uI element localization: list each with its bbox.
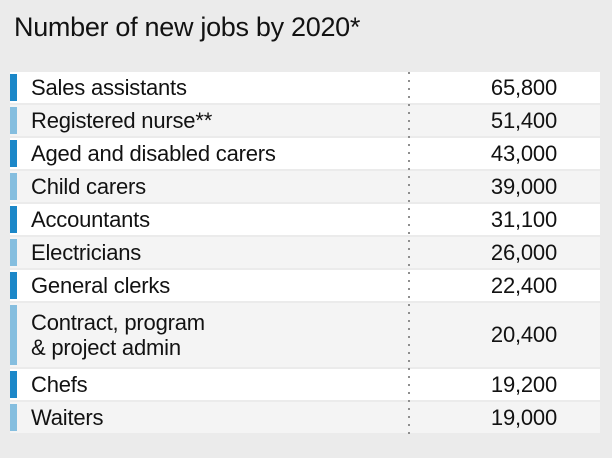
table-row: Sales assistants 65,800 (10, 72, 600, 103)
job-value: 20,400 (490, 322, 557, 347)
table-row: General clerks 22,400 (10, 270, 600, 301)
job-label: Aged and disabled carers (31, 140, 276, 166)
table-row: Aged and disabled carers 43,000 (10, 138, 600, 169)
row-marker-light (10, 173, 17, 200)
row-marker-dark (10, 206, 17, 233)
jobs-table: Sales assistants 65,800 Registered nurse… (10, 72, 600, 435)
job-value: 22,400 (490, 272, 557, 298)
row-marker-dark (10, 272, 17, 299)
job-label: Waiters (31, 404, 104, 430)
row-marker-dark (10, 140, 17, 167)
job-label: Registered nurse** (31, 107, 213, 133)
job-value: 19,200 (490, 371, 557, 397)
table-row: Registered nurse** 51,400 (10, 105, 600, 136)
job-value: 51,400 (490, 107, 557, 133)
job-value: 65,800 (490, 74, 557, 100)
table-row: Waiters 19,000 (10, 402, 600, 433)
row-marker-light (10, 239, 17, 266)
table-row: Child carers 39,000 (10, 171, 600, 202)
job-label: Sales assistants (31, 74, 187, 100)
job-label: General clerks (31, 272, 171, 298)
job-value: 26,000 (490, 239, 557, 265)
job-value: 39,000 (490, 173, 557, 199)
table-row: Chefs 19,200 (10, 369, 600, 400)
job-label: Accountants (31, 206, 150, 232)
row-marker-dark (10, 371, 17, 398)
chart-title: Number of new jobs by 2020* (14, 12, 361, 42)
row-marker-light (10, 107, 17, 134)
job-label: Chefs (31, 371, 88, 397)
row-marker-light (10, 404, 17, 431)
table-row: Accountants 31,100 (10, 204, 600, 235)
table-row: Electricians 26,000 (10, 237, 600, 268)
table-row: Contract, program & project admin 20,400 (10, 303, 600, 367)
row-marker-dark (10, 74, 17, 101)
row-marker-light (10, 305, 17, 365)
job-label: Child carers (31, 173, 146, 199)
job-value: 43,000 (490, 140, 557, 166)
job-label: Electricians (31, 239, 142, 265)
job-value: 31,100 (490, 206, 557, 232)
job-value: 19,000 (490, 404, 557, 430)
job-label: Contract, program & project admin (31, 309, 205, 360)
